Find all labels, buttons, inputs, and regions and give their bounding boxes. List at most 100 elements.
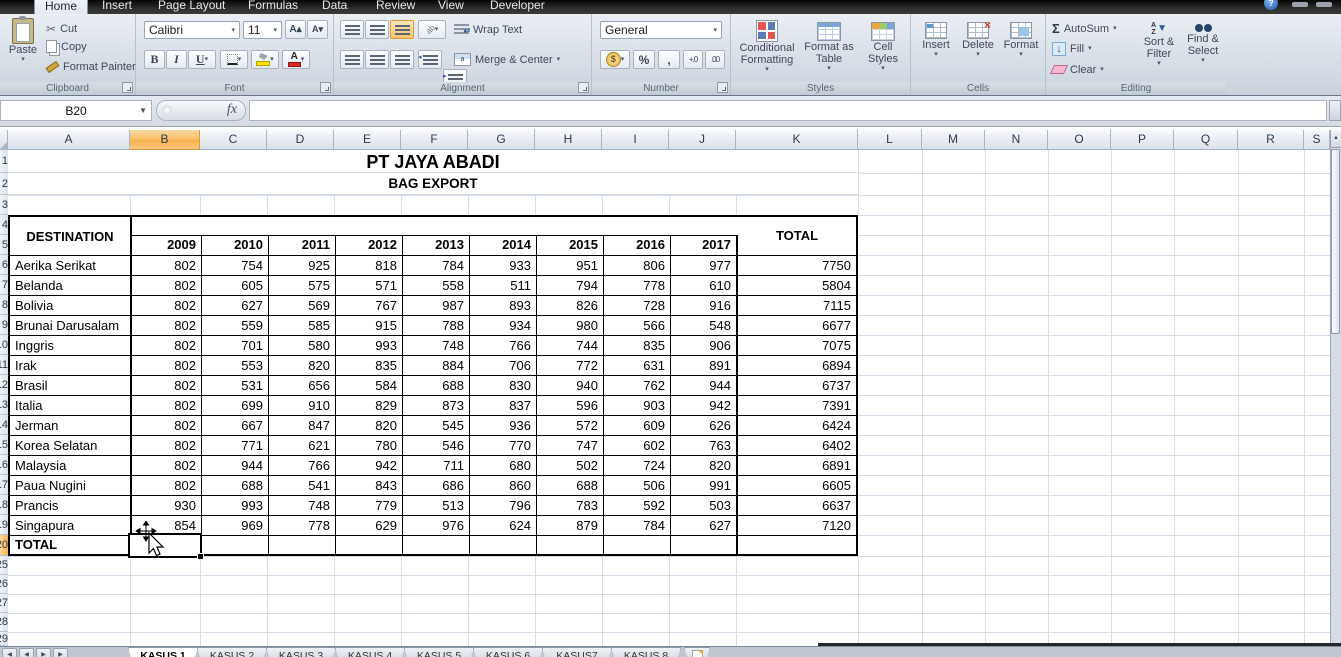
destination-header-cell[interactable]: DESTINATION (10, 217, 132, 255)
cell-value[interactable]: 847 (269, 416, 336, 435)
cell-value[interactable]: 778 (604, 276, 671, 295)
column-header-M[interactable]: M (922, 130, 985, 150)
column-header-Q[interactable]: Q (1174, 130, 1238, 150)
cell-total[interactable]: 6402 (822, 438, 851, 453)
percent-style-button[interactable]: % (633, 50, 655, 69)
insert-worksheet-tab[interactable] (684, 647, 710, 657)
cell-value[interactable]: 951 (537, 256, 604, 275)
restore-icon[interactable] (1316, 2, 1332, 7)
cell-total[interactable]: 6891 (822, 458, 851, 473)
cell-value[interactable]: 762 (604, 376, 671, 395)
cell-value[interactable]: 783 (537, 496, 604, 515)
cell-value[interactable]: 766 (470, 336, 537, 355)
sheet-title[interactable]: PT JAYA ABADI (366, 152, 500, 172)
cell-value[interactable]: 940 (537, 376, 604, 395)
cell-value[interactable]: 993 (202, 496, 269, 515)
cell-value[interactable]: 502 (537, 456, 604, 475)
cell-value[interactable]: 766 (269, 456, 336, 475)
clear-button[interactable]: Clear ▾ (1049, 61, 1104, 78)
sheet-subtitle[interactable]: BAG EXPORT (388, 176, 478, 191)
row-header-1[interactable]: 1 (0, 150, 8, 173)
year-header-2013[interactable]: 2013 (403, 236, 470, 255)
column-header-K[interactable]: K (736, 130, 858, 150)
column-header-S[interactable]: S (1304, 130, 1330, 150)
align-center-button[interactable] (365, 50, 389, 69)
year-header-2016[interactable]: 2016 (604, 236, 671, 255)
select-all-corner[interactable] (0, 130, 8, 150)
cell-value[interactable]: 706 (470, 356, 537, 375)
cell-value[interactable]: 569 (269, 296, 336, 315)
cell-value[interactable]: 747 (537, 436, 604, 455)
cell-value[interactable]: 779 (336, 496, 403, 515)
cell-value[interactable]: 893 (470, 296, 537, 315)
row-header-29[interactable]: 29 (0, 632, 8, 646)
row-header-3[interactable]: 3 (0, 195, 8, 215)
align-top-button[interactable] (340, 20, 364, 39)
cell-destination[interactable]: Malaysia (10, 456, 132, 475)
cell-value[interactable]: 916 (671, 296, 738, 315)
cell-value[interactable]: 763 (671, 436, 738, 455)
cell-value[interactable]: 584 (336, 376, 403, 395)
alignment-dialog-launcher[interactable] (578, 82, 589, 93)
grow-font-button[interactable]: A▴ (285, 20, 306, 39)
font-dialog-launcher[interactable] (320, 82, 331, 93)
cell-value[interactable]: 558 (403, 276, 470, 295)
year-header-2009[interactable]: 2009 (132, 236, 202, 255)
cell-value[interactable]: 980 (537, 316, 604, 335)
copy-button[interactable]: Copy (46, 38, 87, 55)
accounting-format-button[interactable]: $ ▾ (600, 50, 630, 69)
cell-value[interactable]: 575 (269, 276, 336, 295)
number-dialog-launcher[interactable] (717, 82, 728, 93)
cell-value[interactable]: 688 (403, 376, 470, 395)
row-header-18[interactable]: 18 (0, 495, 8, 515)
cell-empty[interactable] (336, 536, 403, 554)
cell-total[interactable]: 7075 (822, 338, 851, 353)
cell-value[interactable]: 545 (403, 416, 470, 435)
cut-button[interactable]: ✂ Cut (46, 20, 77, 37)
cell-total[interactable]: 6637 (822, 498, 851, 513)
cell-destination[interactable]: Brasil (10, 376, 132, 395)
format-painter-button[interactable]: Format Painter (45, 58, 136, 75)
merge-center-button[interactable]: a Merge & Center ▾ (454, 51, 560, 68)
row-header-12[interactable]: 12 (0, 375, 8, 395)
minimize-icon[interactable] (1292, 2, 1308, 7)
comma-style-button[interactable]: , (658, 50, 680, 69)
cell-value[interactable]: 820 (336, 416, 403, 435)
cell-value[interactable]: 784 (403, 256, 470, 275)
cell-value[interactable]: 548 (671, 316, 738, 335)
tab-page-layout[interactable]: Page Layout (158, 0, 226, 12)
cell-value[interactable]: 987 (403, 296, 470, 315)
font-color-button[interactable]: A ▾ (282, 50, 310, 69)
cell-value[interactable]: 748 (269, 496, 336, 515)
cell-value[interactable]: 820 (269, 356, 336, 375)
cell-value[interactable]: 942 (671, 396, 738, 415)
column-header-I[interactable]: I (602, 130, 669, 150)
cell-value[interactable]: 884 (403, 356, 470, 375)
align-middle-button[interactable] (365, 20, 389, 39)
cell-value[interactable]: 969 (202, 516, 269, 535)
cell-destination[interactable]: Singapura (10, 516, 132, 535)
next-sheet-button[interactable]: ▶ (36, 648, 51, 657)
sheet-tab-kasus-5[interactable]: KASUS 5 (404, 647, 474, 657)
cell-value[interactable]: 592 (604, 496, 671, 515)
first-sheet-button[interactable]: ◀ (2, 648, 17, 657)
cell-value[interactable]: 802 (132, 296, 202, 315)
cell-value[interactable]: 506 (604, 476, 671, 495)
cell-empty[interactable] (269, 536, 336, 554)
cell-value[interactable]: 631 (604, 356, 671, 375)
cell-value[interactable]: 802 (132, 316, 202, 335)
cell-value[interactable]: 826 (537, 296, 604, 315)
cell-value[interactable]: 531 (202, 376, 269, 395)
cell-value[interactable]: 503 (671, 496, 738, 515)
cell-value[interactable]: 771 (202, 436, 269, 455)
cell-total[interactable]: 7120 (822, 518, 851, 533)
cell-value[interactable]: 546 (403, 436, 470, 455)
align-left-button[interactable] (340, 50, 364, 69)
cell-value[interactable]: 930 (132, 496, 202, 515)
cell-destination[interactable]: Inggris (10, 336, 132, 355)
sheet-tab-kasus7[interactable]: KASUS7 (542, 647, 612, 657)
cell-value[interactable]: 925 (269, 256, 336, 275)
cell-value[interactable]: 780 (336, 436, 403, 455)
expand-formula-bar-button[interactable] (1329, 100, 1341, 121)
cell-value[interactable]: 910 (269, 396, 336, 415)
